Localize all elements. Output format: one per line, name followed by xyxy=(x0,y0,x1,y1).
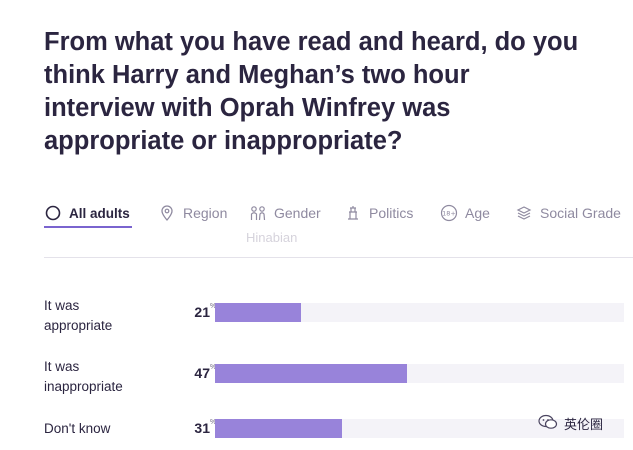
survey-question: From what you have read and heard, do yo… xyxy=(44,26,629,158)
tab-label: All adults xyxy=(69,205,130,221)
result-bar-track xyxy=(215,364,624,383)
result-label: It was inappropriate xyxy=(44,359,123,394)
result-row: Don't know 31 % xyxy=(44,412,633,450)
tab-label: Age xyxy=(465,205,490,221)
age-18-plus-icon: 18+ xyxy=(440,204,458,222)
result-bar-track xyxy=(215,419,624,438)
result-label: It was appropriate xyxy=(44,298,113,333)
result-bar xyxy=(215,364,407,383)
result-bar xyxy=(215,303,301,322)
result-percent: 31 xyxy=(194,420,210,436)
tab-region[interactable]: Region xyxy=(158,198,227,228)
tab-label: Gender xyxy=(274,205,321,221)
percent-sign: % xyxy=(210,303,217,310)
result-label: Don't know xyxy=(44,421,111,436)
filter-tabs: All adults Region Gender Politics 18+ Ag… xyxy=(44,198,633,234)
result-row: It was inappropriate 47 % xyxy=(44,357,633,397)
percent-sign: % xyxy=(210,364,217,371)
wechat-label: 英伦圈 xyxy=(564,417,604,432)
tab-label: Region xyxy=(183,205,228,221)
tab-all-adults[interactable]: All adults xyxy=(44,198,132,228)
circle-icon xyxy=(44,204,62,222)
question-line: From what you have read and heard, do yo… xyxy=(44,28,579,56)
percent-sign: % xyxy=(210,419,217,426)
layers-icon xyxy=(515,204,533,222)
active-tab-underline xyxy=(44,226,132,228)
tab-label: Social Grade xyxy=(540,205,621,221)
location-pin-icon xyxy=(158,204,176,222)
result-bar-track xyxy=(215,303,624,322)
divider xyxy=(44,257,633,258)
result-percent: 21 xyxy=(194,304,210,320)
building-icon xyxy=(344,204,362,222)
question-line: appropriate or inappropriate? xyxy=(44,127,403,155)
question-line: interview with Oprah Winfrey was xyxy=(44,94,451,122)
tab-label: Politics xyxy=(369,205,414,221)
tab-age[interactable]: 18+ Age xyxy=(440,198,490,228)
result-bar xyxy=(215,419,342,438)
people-icon xyxy=(249,204,267,222)
watermark: Hinabian xyxy=(246,230,298,245)
result-percent: 47 xyxy=(194,365,210,381)
wechat-watermark: 英伦圈 xyxy=(538,414,603,433)
tab-politics[interactable]: Politics xyxy=(344,198,413,228)
result-row: It was appropriate 21 % xyxy=(44,296,633,336)
question-line: think Harry and Meghan’s two hour xyxy=(44,61,470,89)
svg-text:18+: 18+ xyxy=(442,210,456,218)
tab-social-grade[interactable]: Social Grade xyxy=(515,198,621,228)
tab-gender[interactable]: Gender xyxy=(249,198,321,228)
wechat-icon xyxy=(538,414,558,433)
